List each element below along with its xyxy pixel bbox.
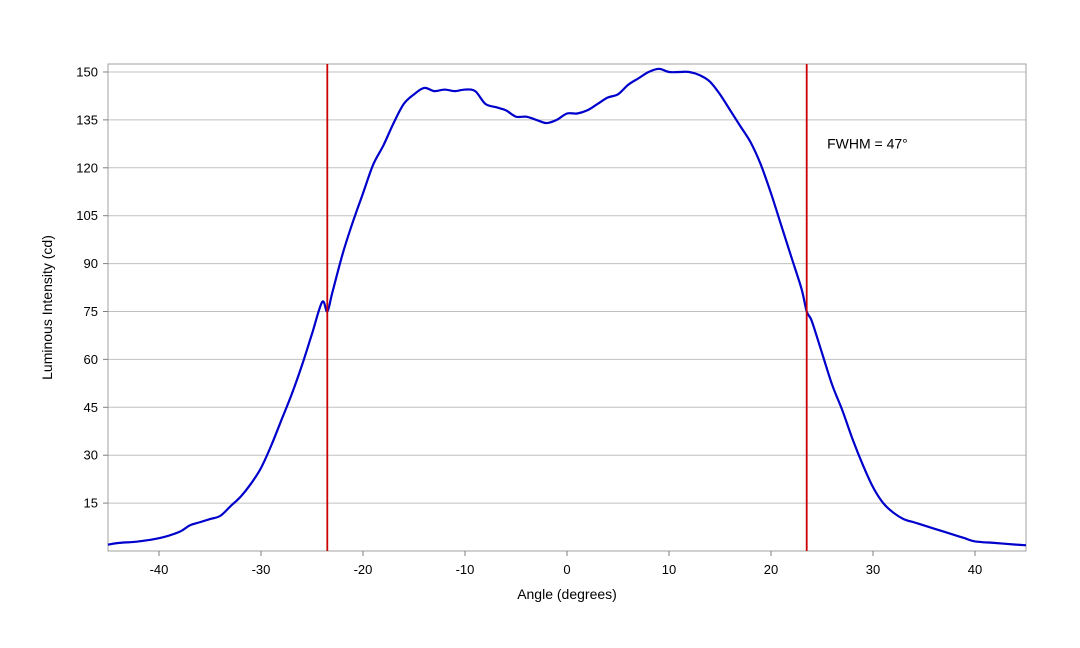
x-tick-label: 30 bbox=[866, 562, 880, 577]
x-tick-label: 20 bbox=[764, 562, 778, 577]
y-tick-label: 150 bbox=[76, 64, 98, 79]
x-tick-label: -10 bbox=[456, 562, 475, 577]
x-tick-label: -30 bbox=[252, 562, 271, 577]
y-tick-label: 15 bbox=[84, 496, 98, 511]
y-tick-label: 30 bbox=[84, 448, 98, 463]
x-axis-ticks: -40 -30 -20 -10 0 10 20 30 40 bbox=[150, 551, 982, 577]
y-tick-label: 135 bbox=[76, 112, 98, 127]
marker-layer bbox=[326, 64, 808, 551]
y-tick-label: 120 bbox=[76, 160, 98, 175]
gridlines bbox=[108, 71, 1026, 504]
x-tick-label: 40 bbox=[968, 562, 982, 577]
x-tick-label: -40 bbox=[150, 562, 169, 577]
y-tick-label: 60 bbox=[84, 352, 98, 367]
y-tick-label: 45 bbox=[84, 400, 98, 415]
y-axis-label: Luminous Intensity (cd) bbox=[39, 235, 55, 380]
series-layer bbox=[107, 67, 1027, 547]
x-tick-label: -20 bbox=[354, 562, 373, 577]
x-tick-label: 10 bbox=[662, 562, 676, 577]
y-axis-ticks: 15 30 45 60 75 90 105 120 135 150 bbox=[76, 64, 108, 511]
x-axis-label: Angle (degrees) bbox=[517, 586, 617, 602]
fwhm-annotation: FWHM = 47° bbox=[827, 136, 908, 152]
y-tick-label: 105 bbox=[76, 208, 98, 223]
intensity-series-line bbox=[107, 67, 1027, 547]
x-tick-label: 0 bbox=[563, 562, 570, 577]
y-tick-label: 90 bbox=[84, 256, 98, 271]
y-tick-label: 75 bbox=[84, 304, 98, 319]
